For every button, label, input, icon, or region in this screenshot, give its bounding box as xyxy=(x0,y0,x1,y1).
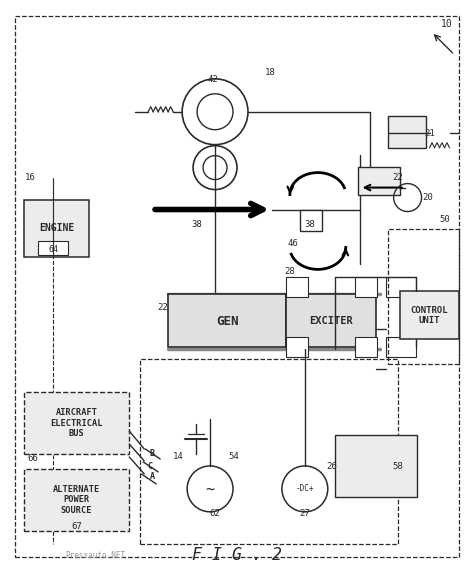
Text: Pressauto.NET: Pressauto.NET xyxy=(65,551,126,560)
Text: 38: 38 xyxy=(304,220,315,229)
Text: 20: 20 xyxy=(422,193,433,202)
Text: F I G . 2: F I G . 2 xyxy=(192,546,282,564)
Text: GEN: GEN xyxy=(216,315,238,328)
Bar xyxy=(38,242,68,255)
Bar xyxy=(355,337,377,357)
Text: ENGINE: ENGINE xyxy=(39,224,74,233)
Text: AIRCRAFT
ELECTRICAL
BUS: AIRCRAFT ELECTRICAL BUS xyxy=(50,408,102,438)
Text: ALTERNATE
POWER
SOURCE: ALTERNATE POWER SOURCE xyxy=(53,485,100,514)
Text: CONTROL
UNIT: CONTROL UNIT xyxy=(411,306,448,325)
Bar xyxy=(358,166,400,195)
Bar xyxy=(286,337,308,357)
Bar xyxy=(388,115,426,148)
Bar xyxy=(168,294,286,347)
Text: 58: 58 xyxy=(392,462,403,471)
Text: 46: 46 xyxy=(287,239,298,248)
Text: 16: 16 xyxy=(25,173,36,182)
Text: 38: 38 xyxy=(191,220,202,229)
Text: 66: 66 xyxy=(27,454,38,464)
Bar xyxy=(400,291,459,339)
Text: 42: 42 xyxy=(208,75,219,84)
Text: A: A xyxy=(150,473,155,482)
Bar xyxy=(286,277,308,297)
Bar xyxy=(388,229,459,364)
Text: 14: 14 xyxy=(173,452,183,461)
Text: 26: 26 xyxy=(327,462,337,471)
Bar xyxy=(25,200,89,258)
Text: 27: 27 xyxy=(300,509,310,518)
Text: EXCITER: EXCITER xyxy=(309,316,353,326)
Bar xyxy=(300,209,322,231)
Bar xyxy=(140,359,398,544)
Text: 64: 64 xyxy=(48,245,58,254)
Bar xyxy=(355,277,377,297)
Text: B: B xyxy=(150,449,155,458)
Text: 22: 22 xyxy=(157,303,168,312)
Text: 50: 50 xyxy=(439,215,450,224)
Text: 54: 54 xyxy=(228,452,239,461)
Text: ~: ~ xyxy=(206,481,215,496)
Text: 18: 18 xyxy=(264,68,275,78)
Bar xyxy=(286,294,376,347)
Bar xyxy=(386,277,416,297)
Text: 10: 10 xyxy=(441,19,452,29)
Text: 62: 62 xyxy=(210,509,220,518)
Text: 28: 28 xyxy=(284,267,295,276)
Text: 22: 22 xyxy=(392,173,403,182)
Bar xyxy=(25,392,129,454)
Bar xyxy=(386,337,416,357)
Bar xyxy=(25,469,129,531)
Text: C: C xyxy=(148,462,153,471)
Bar xyxy=(335,435,417,497)
Text: 21: 21 xyxy=(424,129,435,138)
Text: 67: 67 xyxy=(71,522,82,531)
Text: -DC+: -DC+ xyxy=(296,484,314,494)
